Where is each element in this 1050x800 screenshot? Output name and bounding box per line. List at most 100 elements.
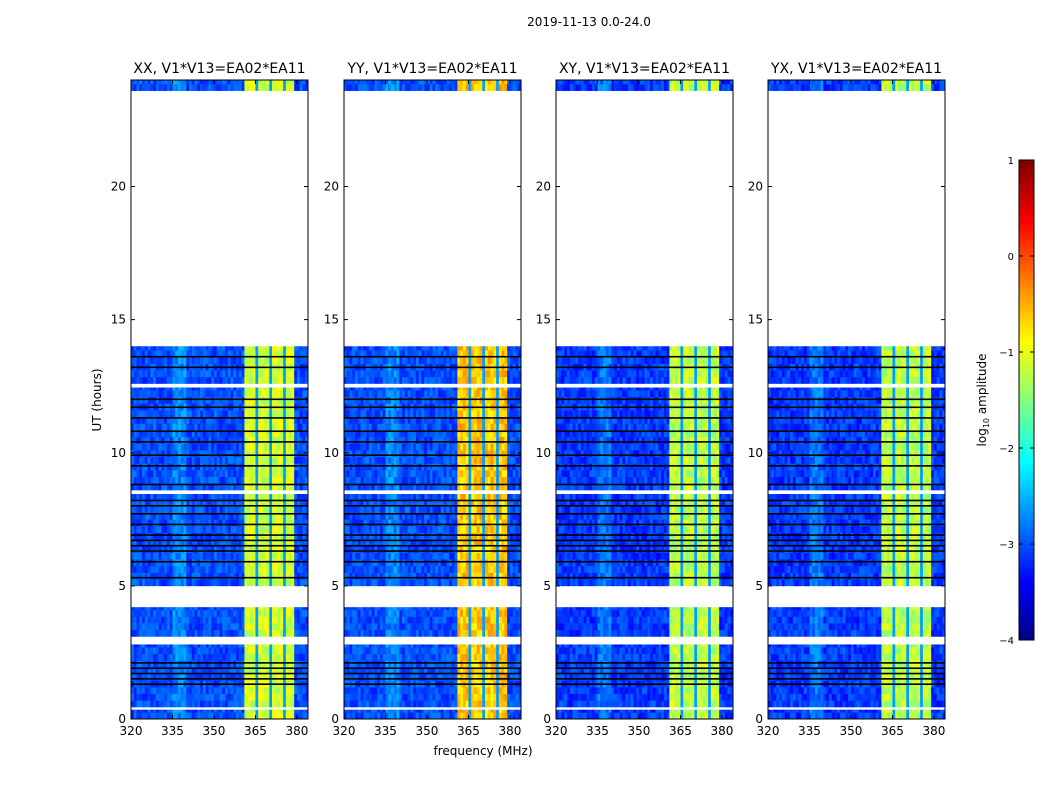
heatmap-cell	[274, 463, 278, 471]
heatmap-cell	[205, 667, 209, 675]
heatmap-cell	[266, 483, 270, 491]
heatmap-cell	[161, 609, 165, 617]
heatmap-cell	[451, 660, 455, 668]
heatmap-cell	[222, 565, 226, 573]
heatmap-cell	[479, 693, 483, 701]
heatmap-cell	[180, 410, 184, 418]
heatmap-cell	[485, 673, 489, 681]
heatmap-cell	[485, 565, 489, 573]
heatmap-cell	[272, 376, 276, 384]
heatmap-cell	[175, 653, 179, 661]
heatmap-cell	[498, 709, 502, 713]
heatmap-cell	[413, 709, 417, 713]
heatmap-cell	[244, 700, 248, 708]
heatmap-cell	[346, 609, 350, 617]
heatmap-cell	[349, 667, 353, 675]
heatmap-cell	[136, 616, 140, 624]
heatmap-cell	[164, 499, 168, 507]
heatmap-cell	[142, 80, 146, 85]
heatmap-cell	[200, 410, 204, 418]
heatmap-cell	[211, 390, 215, 398]
heatmap-cell	[252, 644, 256, 648]
heatmap-cell	[509, 559, 514, 567]
heatmap-cell	[269, 559, 273, 567]
heatmap-cell	[202, 653, 206, 661]
heatmap-cell	[161, 647, 165, 655]
heatmap-cell	[391, 653, 395, 661]
heatmap-cell	[360, 647, 364, 655]
heatmap-cell	[288, 476, 292, 484]
heatmap-cell	[131, 644, 135, 648]
heatmap-cell	[142, 709, 146, 713]
heatmap-cell	[202, 346, 206, 351]
heatmap-cell	[175, 483, 179, 491]
heatmap-cell	[205, 539, 209, 547]
heatmap-cell	[189, 506, 193, 513]
heatmap-cell	[161, 506, 165, 513]
heatmap-cell	[178, 396, 182, 404]
heatmap-cell	[438, 709, 442, 713]
heatmap-cell	[255, 396, 259, 404]
x-tick-label: 335	[161, 724, 184, 738]
heatmap-cell	[172, 616, 176, 624]
heatmap-cell	[131, 673, 135, 681]
heatmap-cell	[429, 700, 433, 708]
heatmap-cell	[507, 552, 511, 560]
heatmap-cell	[142, 700, 146, 708]
heatmap-cell	[379, 667, 384, 675]
heatmap-cell	[277, 80, 281, 85]
heatmap-cell	[144, 499, 148, 507]
heatmap-cell	[371, 647, 375, 655]
heatmap-cell	[153, 416, 157, 424]
heatmap-cell	[283, 644, 287, 648]
heatmap-cell	[471, 644, 475, 648]
heatmap-cell	[509, 712, 514, 720]
heatmap-cell	[230, 483, 234, 491]
heatmap-cell	[476, 552, 480, 560]
heatmap-cell	[285, 430, 289, 438]
heatmap-cell	[393, 629, 397, 637]
heatmap-cell	[346, 653, 350, 661]
heatmap-cell	[507, 572, 511, 580]
heatmap-cell	[150, 616, 154, 624]
heatmap-cell	[299, 693, 303, 701]
heatmap-cell	[202, 476, 206, 484]
heatmap-cell	[136, 356, 140, 364]
heatmap-cell	[451, 629, 455, 637]
heatmap-cell	[277, 494, 281, 500]
heatmap-cell	[305, 687, 309, 695]
heatmap-cell	[191, 423, 195, 431]
heatmap-cell	[424, 607, 428, 611]
heatmap-cell	[432, 623, 436, 631]
heatmap-cell	[355, 644, 359, 648]
heatmap-cell	[473, 607, 478, 611]
heatmap-cell	[404, 660, 408, 668]
heatmap-cell	[169, 629, 173, 637]
heatmap-cell	[241, 483, 245, 491]
heatmap-cell	[180, 673, 184, 681]
heatmap-cell	[213, 647, 218, 655]
heatmap-cell	[512, 693, 516, 701]
heatmap-cell	[476, 616, 480, 624]
heatmap-cell	[280, 629, 284, 637]
heatmap-cell	[169, 545, 173, 553]
heatmap-cell	[283, 387, 287, 391]
heatmap-cell	[219, 376, 223, 384]
heatmap-cell	[280, 644, 284, 648]
heatmap-cell	[260, 532, 265, 540]
heatmap-cell	[438, 673, 442, 681]
heatmap-cell	[435, 693, 439, 701]
heatmap-cell	[213, 525, 218, 533]
heatmap-cell	[244, 506, 248, 513]
heatmap-cell	[186, 476, 190, 484]
heatmap-cell	[296, 430, 301, 438]
heatmap-cell	[144, 616, 148, 624]
heatmap-cell	[227, 565, 231, 573]
heatmap-cell	[283, 396, 287, 404]
heatmap-cell	[153, 545, 157, 553]
heatmap-cell	[258, 450, 262, 458]
heatmap-cell	[424, 712, 428, 720]
heatmap-cell	[476, 673, 480, 681]
heatmap-cell	[410, 609, 414, 617]
heatmap-cell	[454, 616, 458, 624]
